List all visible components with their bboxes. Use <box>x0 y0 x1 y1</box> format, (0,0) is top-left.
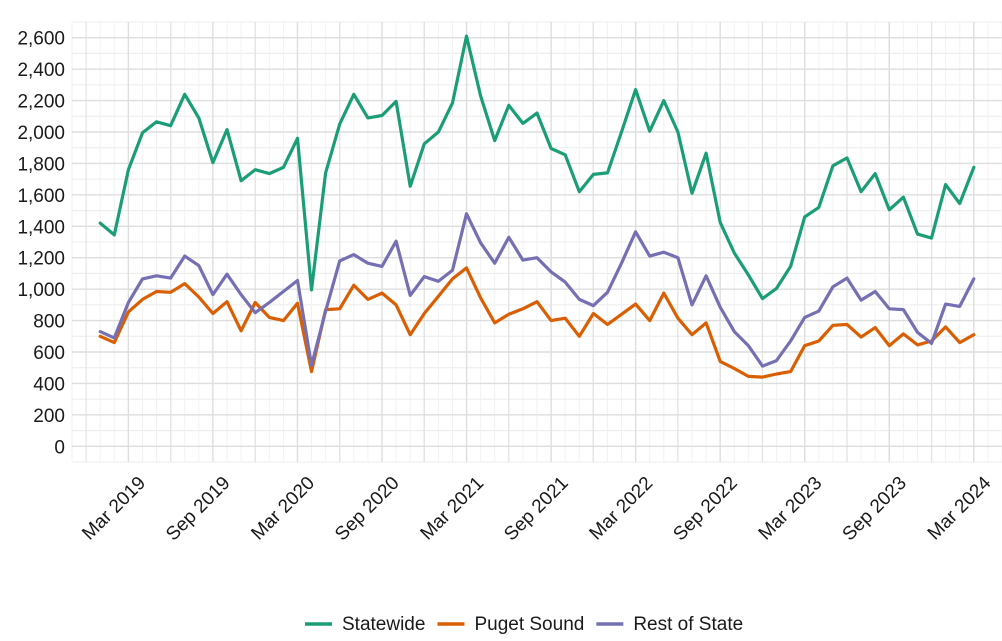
legend-label: Rest of State <box>633 614 743 635</box>
y-tick-label: 1,800 <box>17 154 65 175</box>
x-tick-label: Mar 2019 <box>78 473 150 545</box>
x-tick-label: Mar 2022 <box>586 473 658 545</box>
series-line-rest-of-state <box>98 212 976 368</box>
y-tick-label: 1,400 <box>17 217 65 238</box>
legend-label: Puget Sound <box>474 614 584 635</box>
x-tick-label: Mar 2024 <box>924 472 996 544</box>
y-tick-label: 2,400 <box>17 60 65 81</box>
axis-labels: 0 200 400 600 800 1,000 1,200 1,400 1,600 1,800 2,… <box>17 29 995 545</box>
x-tick-label: Sep 2021 <box>500 473 572 545</box>
y-tick-label: 200 <box>33 406 65 427</box>
series-line-puget-sound <box>98 266 976 379</box>
x-tick-label: Mar 2023 <box>755 473 827 545</box>
y-tick-label: 2,000 <box>17 123 65 144</box>
x-tick-label: Mar 2020 <box>247 473 319 545</box>
y-tick-label: 2,600 <box>17 29 65 50</box>
y-tick-label: 1,600 <box>17 186 65 207</box>
grid-lines <box>71 21 1002 463</box>
x-tick-label: Sep 2022 <box>669 473 741 545</box>
x-tick-label: Sep 2020 <box>331 473 403 545</box>
x-tick-label: Sep 2019 <box>162 473 234 545</box>
x-tick-label: Mar 2021 <box>417 473 489 545</box>
y-tick-label: 800 <box>33 312 65 333</box>
legend: Statewide Puget Sound Rest of State <box>305 614 743 635</box>
x-tick-label: Sep 2023 <box>839 473 911 545</box>
y-tick-label: 1,200 <box>17 249 65 270</box>
series-line-statewide <box>98 34 976 301</box>
y-tick-label: 0 <box>54 437 65 458</box>
y-tick-label: 1,000 <box>17 280 65 301</box>
y-tick-label: 400 <box>33 374 65 395</box>
series-lines <box>98 34 976 379</box>
y-tick-label: 2,200 <box>17 92 65 113</box>
legend-label: Statewide <box>342 614 425 635</box>
y-tick-label: 600 <box>33 343 65 364</box>
